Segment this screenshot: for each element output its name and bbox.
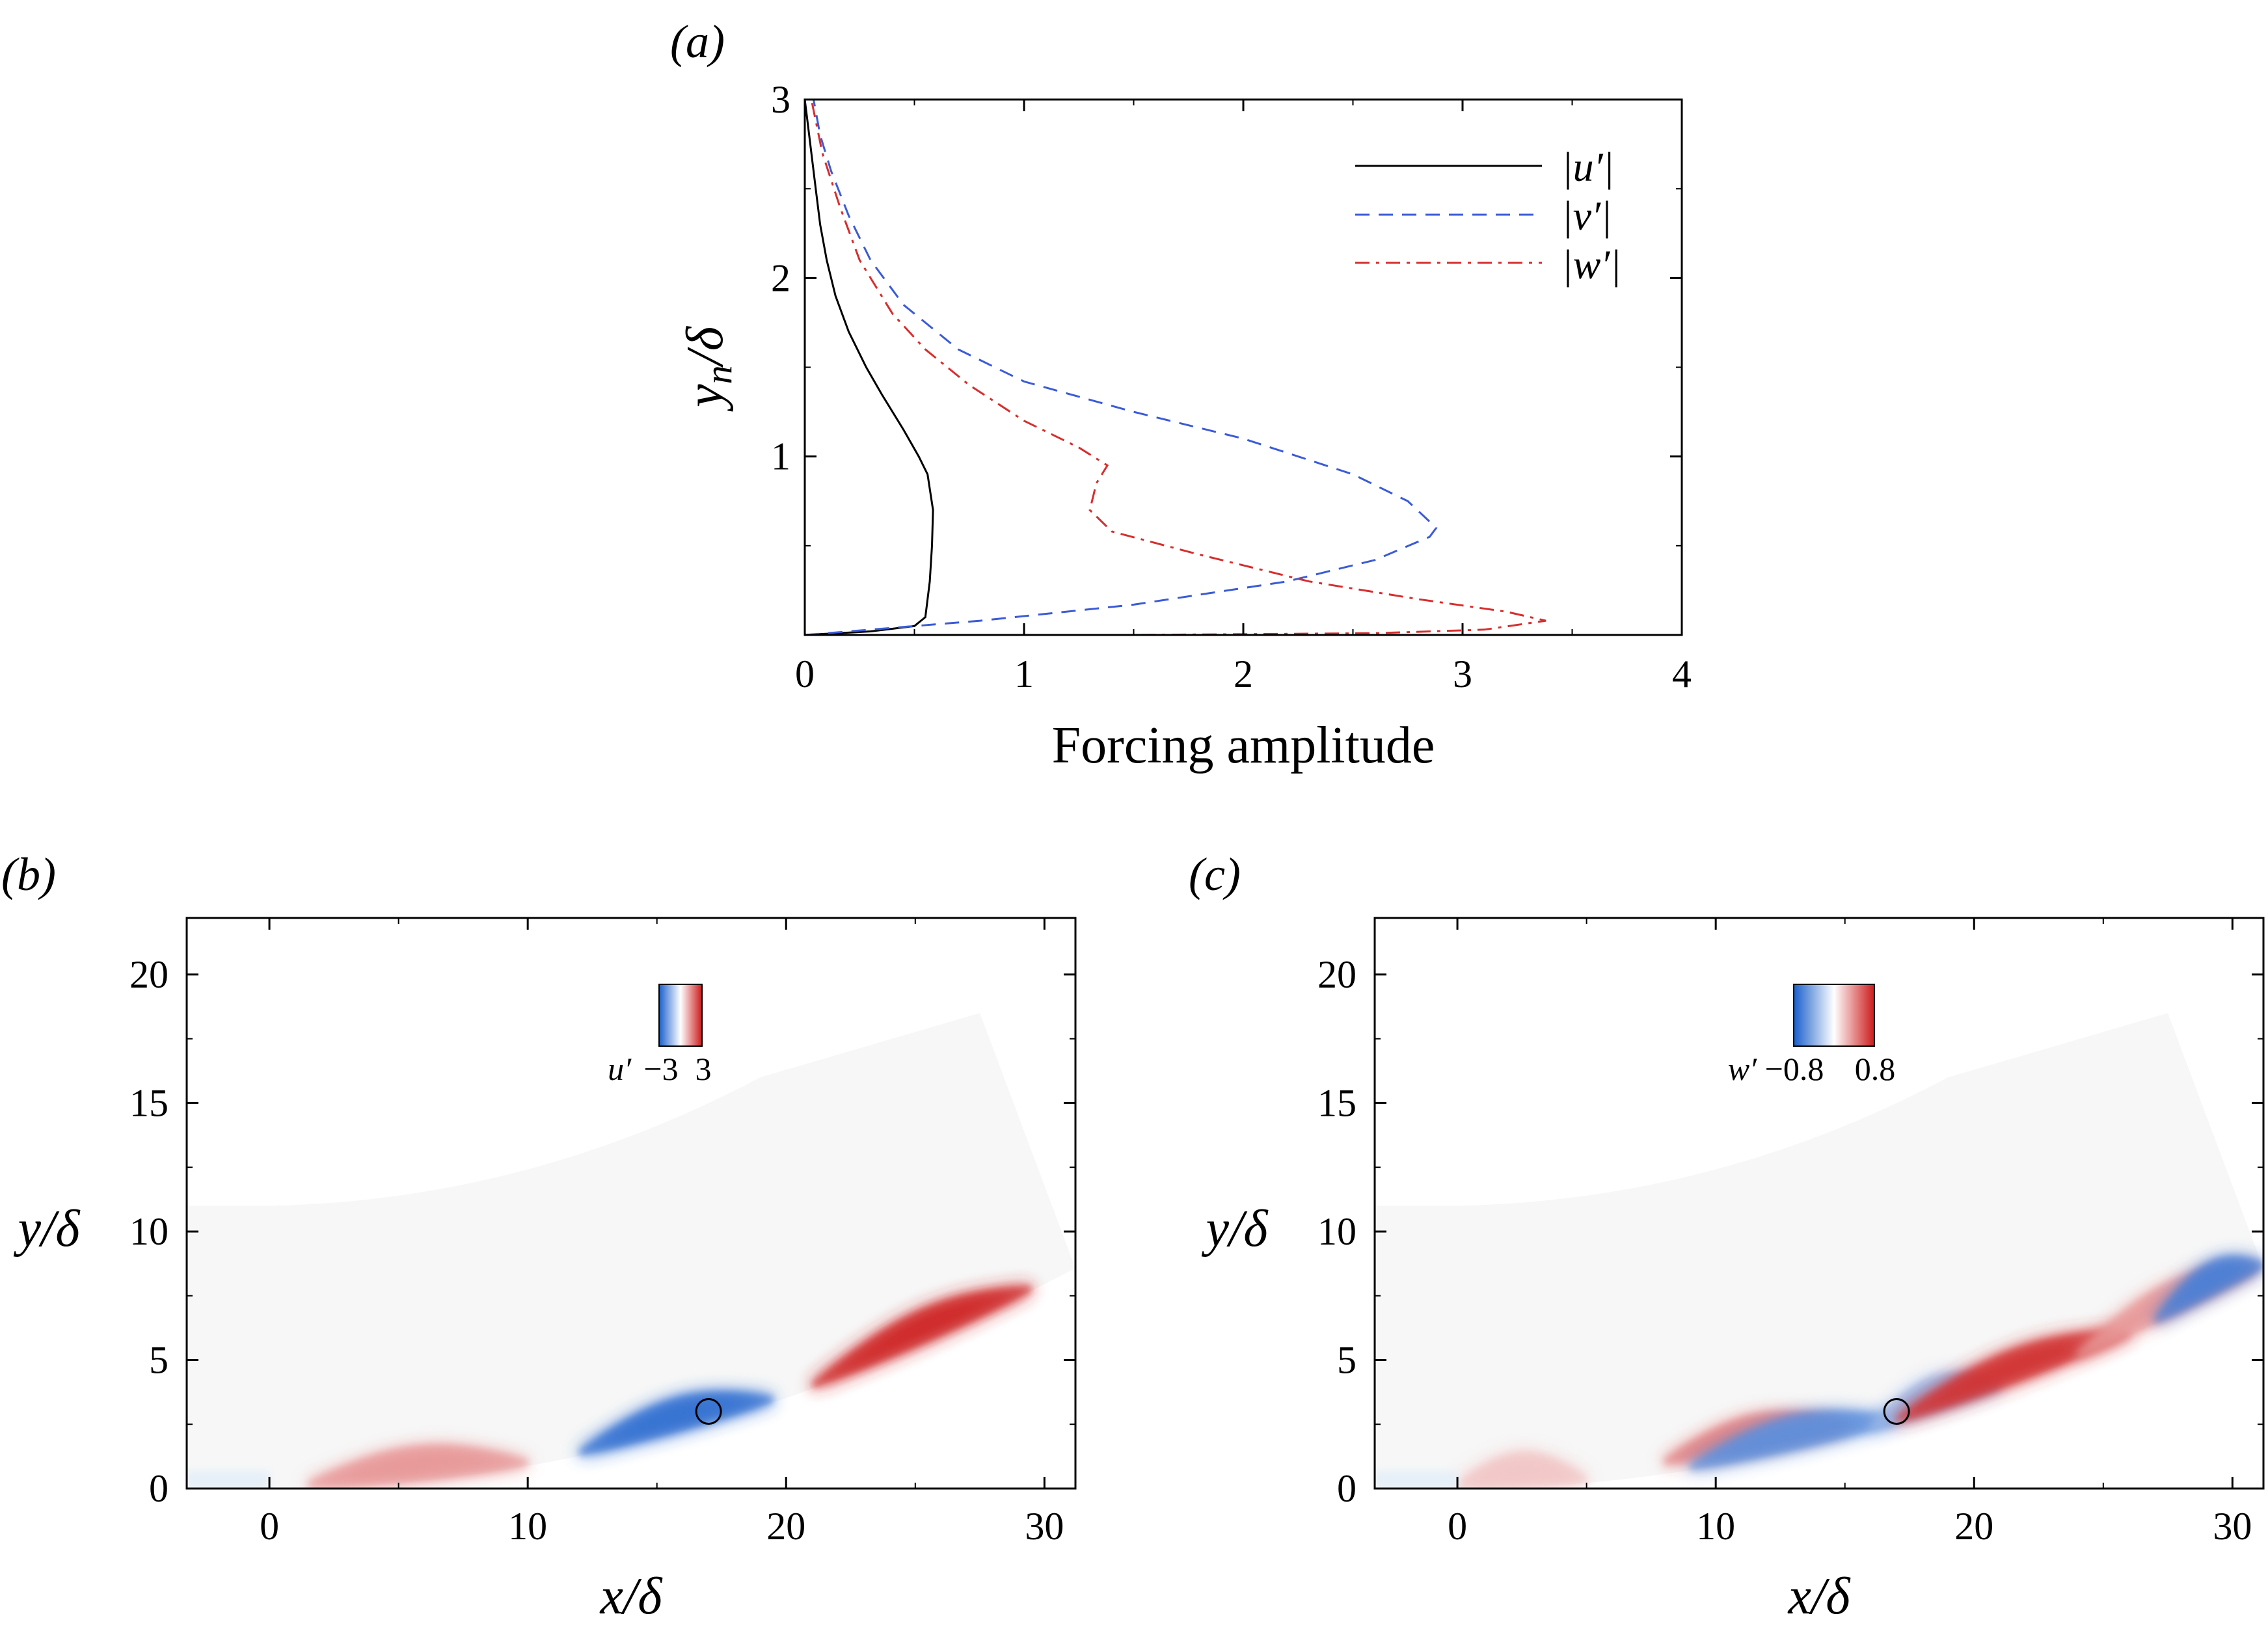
field-feature-core-6 (2155, 1256, 2263, 1324)
x-tick-label: 4 (1672, 653, 1692, 695)
colorbar-b-label: u′ (608, 1051, 632, 1087)
panel-a-label: (a) (670, 16, 725, 68)
legend-label-u: |u′| (1561, 144, 1614, 190)
series-line-2 (805, 99, 1546, 636)
panel-a: (a) 0 1 2 3 4 1 2 3 Forcing amplitude yn/δ |u′|… (670, 16, 1692, 774)
colorbar-c-min: −0.8 (1765, 1051, 1824, 1087)
panel-b-ticks: 0 10 20 30 0 5 10 15 20 (129, 918, 1075, 1548)
y-tick-label: 0 (1337, 1467, 1357, 1510)
field-feature-core-2 (1690, 1410, 1897, 1470)
field-content (1375, 1013, 2263, 1489)
panel-b-label: (b) (1, 848, 56, 900)
panel-b-frame (185, 917, 1077, 1490)
panel-a-x-axis-label: Forcing amplitude (1052, 717, 1435, 774)
panel-c-x-axis-label: x/δ (1788, 1568, 1852, 1625)
y-tick-label: 20 (129, 953, 169, 996)
y-tick-label: 3 (771, 78, 790, 121)
field-feature-core-0 (308, 1445, 528, 1489)
colorbar-b-max: 3 (695, 1051, 712, 1087)
panel-c-field (1375, 1013, 2263, 1489)
panel-b: (b) 0 10 20 30 0 5 10 15 20 x/δ y/δ u′ −3 3 (1, 848, 1077, 1625)
panel-b-y-axis-label: y/δ (14, 1200, 81, 1258)
panel-a-legend: |u′| |v′| |w′| (1355, 144, 1621, 288)
colorbar-c-label: w′ (1728, 1051, 1757, 1087)
panel-c-colorbar: w′ −0.8 0.8 (1728, 984, 1896, 1087)
leading-edge-tint (187, 1470, 270, 1489)
x-tick-label: 1 (1014, 653, 1034, 695)
leading-edge-tint (1375, 1470, 1458, 1489)
y-tick-label: 15 (129, 1081, 169, 1124)
x-tick-label: 10 (1696, 1505, 1735, 1548)
colorbar-b (658, 984, 703, 1047)
y-tick-label: 1 (771, 435, 790, 478)
field-content (187, 1013, 1075, 1489)
marker-circle (1883, 1397, 1910, 1425)
field-feature-core-4 (1897, 1329, 2129, 1423)
panel-c: (c) 0 10 20 30 0 5 10 15 20 x/δ y/δ w′ −0.8 0.8 (1189, 848, 2265, 1625)
colorbar-b-min: −3 (643, 1051, 678, 1087)
y-tick-label: 2 (771, 256, 790, 299)
y-tick-label: 20 (1317, 953, 1357, 996)
panel-a-frame (803, 98, 1683, 636)
panel-b-colorbar: u′ −3 3 (608, 984, 712, 1087)
colorbar-c-max: 0.8 (1855, 1051, 1896, 1087)
x-tick-label: 0 (260, 1505, 279, 1548)
panel-c-label: (c) (1189, 848, 1241, 900)
legend-label-w: |w′| (1561, 241, 1621, 288)
panel-a-ticks: 0 1 2 3 4 1 2 3 (771, 78, 1692, 695)
marker-circle (695, 1397, 722, 1425)
series-line-0 (803, 99, 934, 636)
x-tick-label: 30 (1025, 1505, 1064, 1548)
panel-a-y-axis-label: yn/δ (677, 325, 740, 412)
x-tick-label: 20 (766, 1505, 805, 1548)
y-tick-label: 10 (129, 1210, 169, 1253)
legend-label-v: |v′| (1561, 193, 1612, 239)
panel-b-field (187, 1013, 1075, 1489)
x-tick-label: 0 (795, 653, 815, 695)
x-tick-label: 20 (1954, 1505, 1993, 1548)
colorbar-c (1793, 984, 1875, 1047)
y-tick-label: 15 (1317, 1081, 1357, 1124)
panel-b-x-axis-label: x/δ (600, 1568, 664, 1625)
y-tick-label: 0 (149, 1467, 169, 1510)
y-tick-label: 10 (1317, 1210, 1357, 1253)
x-tick-label: 10 (508, 1505, 547, 1548)
y-tick-label: 5 (149, 1338, 169, 1381)
panel-c-y-axis-label: y/δ (1202, 1200, 1269, 1258)
field-feature-core-2 (812, 1285, 1032, 1389)
y-tick-label: 5 (1337, 1338, 1357, 1381)
panel-c-frame (1373, 917, 2265, 1490)
x-tick-label: 30 (2213, 1505, 2252, 1548)
panel-c-ticks: 0 10 20 30 0 5 10 15 20 (1317, 918, 2263, 1548)
field-feature-core-1 (579, 1392, 774, 1456)
field-feature-core-0 (1457, 1452, 1587, 1489)
x-tick-label: 3 (1453, 653, 1472, 695)
x-tick-label: 2 (1234, 653, 1253, 695)
panel-a-series-group (803, 99, 1546, 636)
series-line-1 (804, 99, 1438, 636)
x-tick-label: 0 (1448, 1505, 1467, 1548)
